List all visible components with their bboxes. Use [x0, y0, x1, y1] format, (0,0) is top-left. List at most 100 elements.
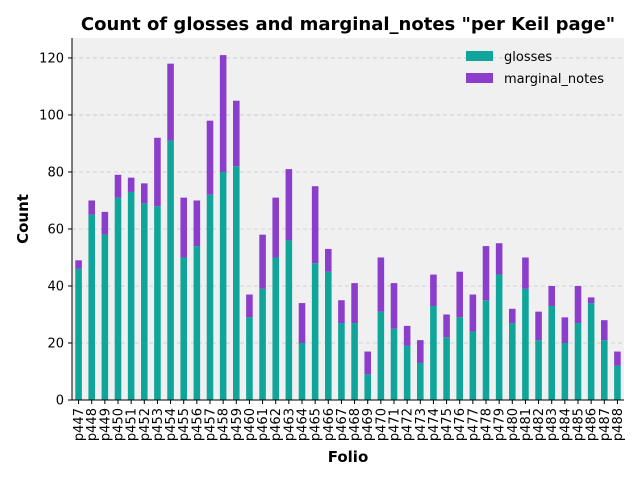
y-tick-label: 40 [47, 279, 64, 294]
legend-label-glosses: glosses [504, 50, 552, 65]
x-tick-label-p455: p455 [177, 408, 192, 441]
x-axis-label: Folio [328, 448, 369, 466]
y-tick-label: 0 [56, 394, 64, 409]
x-tick-label-p474: p474 [427, 408, 442, 441]
x-tick-label-p484: p484 [558, 408, 573, 441]
x-tick-label-p471: p471 [388, 408, 403, 441]
x-tick-label-p447: p447 [72, 408, 87, 441]
bar-marginal-notes-p471 [390, 283, 398, 329]
x-tick-label-p469: p469 [361, 408, 376, 441]
bar-marginal-notes-p484 [561, 317, 569, 343]
bar-marginal-notes-p467 [338, 300, 345, 324]
x-tick-label-p458: p458 [217, 408, 232, 441]
x-tick-label-p463: p463 [282, 408, 297, 441]
bar-glosses-p467 [338, 323, 345, 400]
bar-glosses-p450 [114, 197, 122, 400]
bar-marginal-notes-p482 [535, 311, 542, 341]
x-tick-label-p473: p473 [414, 408, 429, 441]
bar-glosses-p485 [574, 323, 582, 400]
bar-glosses-p478 [482, 300, 490, 400]
bar-glosses-p460 [246, 317, 253, 400]
y-tick-label: 100 [39, 108, 64, 123]
bar-marginal-notes-p450 [114, 174, 122, 198]
bar-marginal-notes-p452 [141, 183, 148, 204]
bar-glosses-p480 [509, 323, 516, 400]
bar-glosses-p473 [417, 362, 424, 400]
x-tick-label-p477: p477 [466, 408, 481, 441]
bar-marginal-notes-p480 [509, 308, 516, 324]
bar-marginal-notes-p453 [154, 137, 161, 207]
bar-marginal-notes-p460 [246, 294, 253, 318]
bar-glosses-p459 [233, 166, 240, 400]
bar-glosses-p479 [495, 274, 503, 400]
bar-marginal-notes-p485 [574, 285, 582, 324]
x-tick-label-p460: p460 [243, 408, 258, 441]
x-tick-label-p456: p456 [190, 408, 205, 441]
y-tick-label: 60 [47, 222, 64, 237]
y-tick-label: 120 [39, 51, 64, 66]
bar-marginal-notes-p476 [456, 271, 463, 318]
bar-marginal-notes-p472 [403, 325, 411, 346]
bar-glosses-p487 [601, 340, 608, 400]
bar-marginal-notes-p466 [325, 248, 332, 272]
bars [75, 55, 621, 400]
bar-glosses-p483 [548, 305, 555, 400]
bar-marginal-notes-p478 [482, 246, 490, 301]
bar-marginal-notes-p479 [495, 243, 503, 275]
bar-marginal-notes-p449 [101, 211, 109, 235]
bar-glosses-p463 [285, 240, 293, 400]
x-tick-label-p450: p450 [112, 408, 127, 441]
x-tick-label-p482: p482 [532, 408, 547, 441]
bar-marginal-notes-p463 [285, 169, 293, 241]
x-tick-label-p466: p466 [322, 408, 337, 441]
x-tick-label-p467: p467 [335, 408, 350, 441]
y-tick-label: 20 [47, 336, 64, 351]
bar-glosses-p468 [351, 323, 358, 400]
bar-glosses-p470 [377, 311, 385, 400]
x-tick-label-p486: p486 [585, 408, 600, 441]
y-tick-label: 80 [47, 165, 64, 180]
bar-marginal-notes-p462 [272, 197, 279, 258]
bar-glosses-p472 [403, 345, 411, 400]
x-tick-label-p452: p452 [138, 408, 153, 441]
x-tick-label-p461: p461 [256, 408, 271, 441]
x-tick-label-p475: p475 [440, 408, 455, 441]
bar-glosses-p477 [469, 331, 477, 400]
bar-marginal-notes-p464 [298, 303, 306, 343]
x-tick-label-p470: p470 [374, 408, 389, 441]
bar-marginal-notes-p473 [417, 340, 424, 363]
x-tick-label-p459: p459 [230, 408, 245, 441]
x-tick-label-p488: p488 [611, 408, 626, 441]
plot-background [72, 38, 624, 400]
x-tick-label-p468: p468 [348, 408, 363, 441]
x-tick-label-p448: p448 [85, 408, 100, 441]
x-tick-label-p453: p453 [151, 408, 166, 441]
bar-marginal-notes-p474 [430, 274, 437, 306]
bar-glosses-p457 [206, 194, 214, 400]
bar-glosses-p451 [127, 191, 135, 400]
bar-glosses-p447 [75, 268, 82, 400]
legend-swatch-marginal-notes [466, 73, 493, 83]
bar-glosses-p461 [259, 288, 266, 400]
bar-marginal-notes-p483 [548, 285, 555, 306]
bar-marginal-notes-p454 [167, 63, 174, 141]
bar-marginal-notes-p465 [311, 186, 319, 264]
bar-glosses-p453 [154, 206, 161, 400]
x-tick-label-p483: p483 [545, 408, 560, 441]
bar-glosses-p462 [272, 257, 279, 400]
bar-marginal-notes-p448 [88, 200, 95, 215]
bar-glosses-p454 [167, 140, 174, 400]
bar-marginal-notes-p455 [180, 197, 187, 258]
bar-glosses-p488 [614, 365, 621, 400]
x-tick-label-p449: p449 [98, 408, 113, 441]
bar-marginal-notes-p447 [75, 260, 82, 269]
bar-glosses-p475 [443, 337, 450, 400]
bar-marginal-notes-p487 [601, 320, 608, 341]
bar-glosses-p456 [193, 246, 201, 400]
x-tick-label-p454: p454 [164, 408, 179, 441]
x-tick-label-p462: p462 [269, 408, 284, 441]
bar-glosses-p449 [101, 234, 109, 400]
bar-glosses-p458 [219, 171, 227, 400]
bar-glosses-p452 [141, 203, 148, 400]
chart-title: Count of glosses and marginal_notes "per… [81, 14, 615, 35]
